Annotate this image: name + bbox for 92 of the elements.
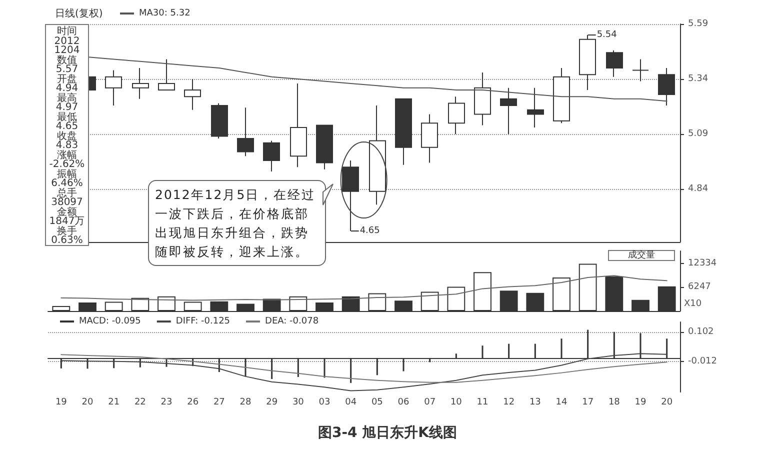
x-tick-label: 05 bbox=[371, 398, 383, 408]
candlestick bbox=[527, 87, 544, 128]
x-tick-label: 30 bbox=[292, 398, 304, 408]
annotation: 2012年12月5日，在经过一波下跌后，在价格底部出现旭日东升组合，跌势随即被反转，迎来上涨。 bbox=[148, 180, 326, 266]
x-tick-label: 06 bbox=[398, 398, 410, 408]
line-series bbox=[60, 353, 668, 392]
candlestick bbox=[421, 114, 438, 164]
candlestick bbox=[632, 58, 649, 82]
x-tick-label: 13 bbox=[529, 398, 541, 408]
text: X10 bbox=[684, 299, 702, 309]
line-series bbox=[60, 275, 668, 301]
legend-label: DEA: -0.078 bbox=[265, 316, 319, 326]
candlestick bbox=[448, 96, 465, 135]
candlestick bbox=[132, 68, 149, 100]
y-tick-label: 6247 bbox=[688, 282, 711, 292]
annotation: 数值 bbox=[57, 54, 77, 66]
annotation: 1204 bbox=[53, 45, 81, 56]
x-tick-label: 17 bbox=[582, 398, 594, 408]
candlestick bbox=[579, 34, 596, 91]
candlestick bbox=[658, 68, 675, 106]
annotation: 收盘 bbox=[57, 130, 77, 142]
annotation: 4.65 bbox=[54, 121, 80, 132]
candlestick bbox=[369, 104, 386, 206]
candlestick bbox=[211, 102, 228, 140]
x-tick-label: 28 bbox=[240, 398, 252, 408]
y-tick-label: 5.09 bbox=[688, 129, 708, 140]
legend-label: MACD: -0.095 bbox=[79, 316, 141, 326]
x-tick-label: 04 bbox=[345, 398, 357, 408]
x-tick-label: 20 bbox=[661, 398, 673, 408]
annotation: 2012 bbox=[53, 36, 81, 46]
legend-label: DIFF: -0.125 bbox=[176, 316, 230, 326]
annotation: 4.94 bbox=[54, 83, 80, 94]
line-series bbox=[60, 354, 668, 383]
caption: 图3-4 旭日东升K线图 bbox=[316, 424, 458, 442]
annotation: 5.54 bbox=[596, 30, 618, 40]
x-tick-label: 11 bbox=[476, 398, 488, 408]
x-tick-label: 03 bbox=[318, 398, 330, 408]
x-tick-label: 19 bbox=[55, 398, 68, 408]
candlestick bbox=[342, 160, 359, 232]
annotation: 0.63% bbox=[50, 235, 84, 246]
x-tick-label: 23 bbox=[160, 398, 172, 408]
x-tick-label: 07 bbox=[424, 398, 436, 408]
y-tick-label: 4.84 bbox=[688, 184, 708, 194]
candlestick bbox=[395, 98, 412, 166]
x-tick-label: 14 bbox=[556, 398, 568, 408]
candlestick bbox=[290, 82, 307, 168]
y-tick-label: 5.34 bbox=[688, 74, 708, 84]
chart-title: 成交量 bbox=[628, 250, 655, 260]
candlestick bbox=[263, 140, 280, 172]
annotation: 开盘 bbox=[57, 74, 77, 84]
annotation: -2.62% bbox=[48, 159, 86, 170]
x-tick-label: 22 bbox=[134, 398, 146, 408]
candlestick bbox=[606, 50, 623, 78]
annotation: 换手 bbox=[57, 226, 77, 236]
annotation: 5.57 bbox=[54, 64, 80, 75]
x-tick-label: 20 bbox=[82, 398, 94, 408]
annotation: 总手 bbox=[57, 188, 77, 198]
candlestick bbox=[553, 68, 570, 124]
candlestick bbox=[500, 87, 517, 135]
line-series bbox=[87, 56, 668, 102]
annotation: 最低 bbox=[57, 112, 77, 122]
x-tick-label: 19 bbox=[634, 398, 646, 408]
annotation: 最高 bbox=[57, 92, 77, 104]
x-tick-label: 10 bbox=[450, 398, 462, 408]
annotation: 4.97 bbox=[54, 102, 80, 113]
legend-label: MA30: 5.32 bbox=[139, 8, 190, 18]
annotation: 6.46% bbox=[50, 178, 84, 189]
x-tick-label: 27 bbox=[213, 398, 225, 408]
annotation: 时间 bbox=[57, 26, 77, 37]
chart-title: 日线(复权) bbox=[55, 8, 103, 20]
candlestick bbox=[158, 58, 175, 91]
y-tick-label: -0.012 bbox=[688, 356, 718, 366]
candlestick bbox=[474, 72, 491, 126]
y-tick-label: 5.59 bbox=[688, 19, 708, 29]
y-tick-label: 12334 bbox=[688, 258, 717, 269]
candlestick bbox=[316, 124, 333, 170]
annotation: 38097 bbox=[50, 197, 84, 208]
candlestick bbox=[237, 107, 254, 157]
annotation: 振幅 bbox=[57, 168, 77, 180]
x-tick-label: 12 bbox=[503, 398, 515, 408]
x-tick-label: 18 bbox=[608, 398, 620, 408]
y-tick-label: 0.102 bbox=[688, 326, 714, 337]
annotation: 4.83 bbox=[54, 140, 80, 151]
annotation: 4.65 bbox=[360, 226, 380, 236]
candlestick bbox=[105, 70, 122, 106]
x-tick-label: 21 bbox=[108, 398, 120, 408]
annotation: 涨幅 bbox=[57, 150, 77, 160]
annotation: 金额 bbox=[57, 206, 77, 218]
candlestick bbox=[184, 78, 201, 110]
x-tick-label: 26 bbox=[187, 398, 199, 408]
x-tick-label: 29 bbox=[266, 398, 278, 408]
annotation: 1847万 bbox=[48, 216, 86, 227]
